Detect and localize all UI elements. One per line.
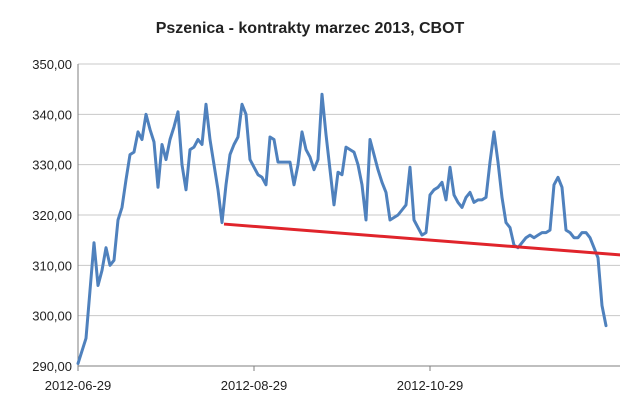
series-group [76,92,620,365]
y-tick-label: 350,00 [32,57,72,72]
chart-title: Pszenica - kontrakty marzec 2013, CBOT [156,20,465,37]
y-tick-label: 340,00 [32,107,72,122]
y-tick-label: 290,00 [32,359,72,374]
x-axis-ticks: 2012-06-29 2012-08-29 2012-10-29 [45,366,464,393]
y-tick-label: 330,00 [32,158,72,173]
trend-line [223,222,620,257]
y-tick-label: 310,00 [32,258,72,273]
x-tick-label: 2012-10-29 [397,378,464,393]
gridlines [78,63,620,317]
y-axis-ticks: 290,00 300,00 310,00 320,00 330,00 340,00 350,… [32,57,72,374]
x-tick-label: 2012-08-29 [221,378,288,393]
y-tick-label: 320,00 [32,208,72,223]
y-tick-label: 300,00 [32,309,72,324]
x-tick-label: 2012-06-29 [45,378,112,393]
price-series-line [76,92,608,365]
